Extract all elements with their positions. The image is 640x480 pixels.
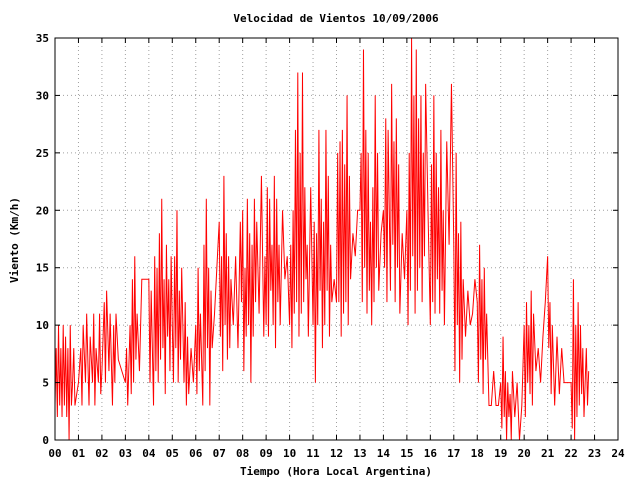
y-tick-label: 20 bbox=[36, 204, 49, 217]
wind-speed-series-line bbox=[54, 37, 590, 441]
x-tick-label: 24 bbox=[611, 447, 625, 460]
x-tick-label: 13 bbox=[353, 447, 366, 460]
x-tick-label: 21 bbox=[541, 447, 555, 460]
axis-ticks: 00 01 02 03 04 05 06 07 08 09 10 11 12 13 14 15 16 17 18 19… bbox=[36, 32, 625, 460]
x-tick-label: 14 bbox=[377, 447, 391, 460]
y-tick-label: 0 bbox=[42, 434, 49, 447]
y-axis-title: Viento (Km/h) bbox=[8, 197, 21, 283]
x-tick-label: 16 bbox=[424, 447, 438, 460]
y-tick-label: 35 bbox=[36, 32, 49, 45]
x-tick-label: 20 bbox=[518, 447, 531, 460]
x-tick-label: 02 bbox=[95, 447, 108, 460]
x-tick-label: 15 bbox=[400, 447, 413, 460]
chart-title: Velocidad de Vientos 10/09/2006 bbox=[233, 12, 439, 25]
x-tick-label: 03 bbox=[119, 447, 132, 460]
x-tick-label: 07 bbox=[213, 447, 226, 460]
x-tick-label: 11 bbox=[306, 447, 320, 460]
x-tick-label: 08 bbox=[236, 447, 249, 460]
x-tick-label: 18 bbox=[471, 447, 484, 460]
x-tick-label: 09 bbox=[260, 447, 273, 460]
x-tick-label: 05 bbox=[166, 447, 179, 460]
y-tick-label: 25 bbox=[36, 147, 49, 160]
x-tick-label: 22 bbox=[564, 447, 577, 460]
x-tick-label: 01 bbox=[72, 447, 86, 460]
x-tick-label: 23 bbox=[588, 447, 601, 460]
x-axis-title: Tiempo (Hora Local Argentina) bbox=[240, 465, 432, 478]
y-tick-label: 10 bbox=[36, 319, 49, 332]
y-tick-label: 5 bbox=[42, 377, 49, 390]
data-series bbox=[54, 37, 590, 441]
x-tick-label: 06 bbox=[189, 447, 203, 460]
x-tick-label: 00 bbox=[48, 447, 61, 460]
x-tick-label: 04 bbox=[142, 447, 156, 460]
y-tick-label: 30 bbox=[36, 89, 49, 102]
y-tick-label: 15 bbox=[36, 262, 49, 275]
x-tick-label: 12 bbox=[330, 447, 343, 460]
x-tick-label: 17 bbox=[447, 447, 460, 460]
x-tick-label: 10 bbox=[283, 447, 296, 460]
x-tick-label: 19 bbox=[494, 447, 507, 460]
